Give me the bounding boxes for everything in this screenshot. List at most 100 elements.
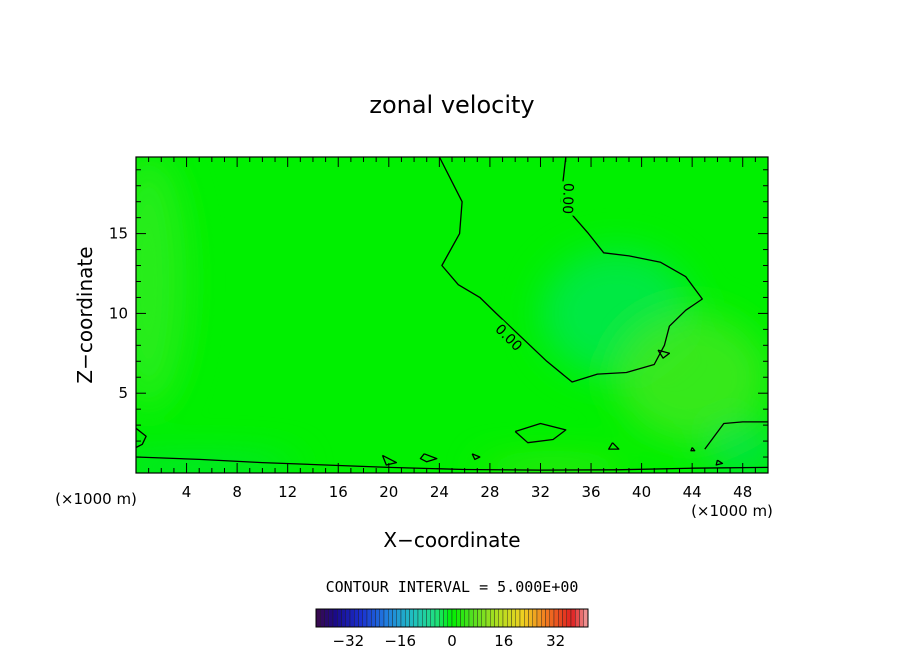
contour-line-8 bbox=[657, 349, 671, 359]
colorbar-cell-19 bbox=[396, 608, 402, 628]
colorbar-cell-16 bbox=[383, 608, 389, 628]
colorbar-cell-12 bbox=[366, 608, 372, 628]
x-tick-label-36: 36 bbox=[581, 483, 600, 501]
contour-line-11 bbox=[690, 447, 696, 452]
colorbar-cell-55 bbox=[549, 608, 555, 628]
x-tick-label-12: 12 bbox=[278, 483, 297, 501]
colorbar-cell-18 bbox=[392, 608, 397, 628]
colorbar-cell-42 bbox=[494, 608, 499, 628]
colorbar-cell-33 bbox=[456, 608, 461, 628]
colorbar bbox=[315, 608, 589, 628]
colorbar-cell-59 bbox=[566, 608, 572, 628]
x-tick-label-48: 48 bbox=[733, 483, 752, 501]
colorbar-cell-13 bbox=[371, 608, 376, 628]
field-blob-5 bbox=[704, 425, 768, 473]
colorbar-cell-34 bbox=[460, 608, 465, 628]
contour-line-4 bbox=[704, 421, 768, 450]
colorbar-tick-label-4: 32 bbox=[546, 632, 565, 650]
colorbar-cell-25 bbox=[422, 608, 427, 628]
colorbar-cell-35 bbox=[464, 608, 470, 628]
colorbar-cell-28 bbox=[434, 608, 440, 628]
colorbar-cell-47 bbox=[515, 608, 521, 628]
colorbar-cell-9 bbox=[354, 608, 359, 628]
x-tick-label-8: 8 bbox=[232, 483, 242, 501]
colorbar-cell-3 bbox=[328, 608, 334, 628]
colorbar-cell-52 bbox=[536, 608, 542, 628]
colorbar-cell-41 bbox=[490, 608, 495, 628]
x-tick-label-4: 4 bbox=[182, 483, 192, 501]
colorbar-tick-label-2: 0 bbox=[447, 632, 457, 650]
colorbar-cell-60 bbox=[570, 608, 576, 628]
colorbar-cell-31 bbox=[447, 608, 453, 628]
x-axis-ticks: 4 8 12 16 20 24 28 32 36 40 44 48 bbox=[148, 157, 756, 501]
colorbar-cell-1 bbox=[320, 608, 325, 628]
colorbar-cell-0 bbox=[315, 608, 321, 628]
y-tick-label-5: 5 bbox=[118, 384, 128, 402]
x-tick-label-24: 24 bbox=[430, 483, 449, 501]
colorbar-tick-label-3: 16 bbox=[494, 632, 513, 650]
colorbar-cell-39 bbox=[481, 608, 487, 628]
colorbar-cell-62 bbox=[579, 608, 584, 628]
colorbar-cell-10 bbox=[358, 608, 363, 628]
contour-label-1: 0.00 bbox=[559, 183, 576, 215]
contour-line-6 bbox=[419, 453, 438, 463]
y-axis-label: Z−coordinate bbox=[73, 246, 97, 383]
x-unit-right: (×1000 m) bbox=[691, 502, 773, 520]
colorbar-cell-11 bbox=[362, 608, 368, 628]
colorbar-cell-20 bbox=[400, 608, 406, 628]
contour-label-masks bbox=[491, 181, 577, 356]
contour-line-1 bbox=[136, 427, 147, 449]
colorbar-cell-43 bbox=[498, 608, 504, 628]
x-tick-label-28: 28 bbox=[480, 483, 499, 501]
contour-interval-text: CONTOUR INTERVAL = 5.000E+00 bbox=[326, 578, 579, 596]
colorbar-cell-21 bbox=[405, 608, 410, 628]
colorbar-cell-26 bbox=[426, 608, 431, 628]
contour-label-mask-1 bbox=[559, 181, 577, 216]
colorbar-cell-36 bbox=[468, 608, 474, 628]
colorbar-cell-6 bbox=[341, 608, 346, 628]
colorbar-cell-14 bbox=[375, 608, 380, 628]
colorbar-cell-2 bbox=[324, 608, 329, 628]
x-unit-left: (×1000 m) bbox=[55, 490, 137, 508]
colorbar-ticks: −32 −16 0 16 32 bbox=[333, 632, 566, 650]
colorbar-cell-15 bbox=[379, 608, 385, 628]
colorbar-cell-61 bbox=[575, 608, 580, 628]
colorbar-cell-29 bbox=[439, 608, 444, 628]
colorbar-cell-40 bbox=[485, 608, 491, 628]
y-tick-label-10: 10 bbox=[109, 304, 128, 322]
colorbar-cell-37 bbox=[473, 608, 478, 628]
x-tick-label-40: 40 bbox=[632, 483, 651, 501]
x-tick-label-20: 20 bbox=[379, 483, 398, 501]
colorbar-cell-4 bbox=[332, 608, 338, 628]
colorbar-cell-48 bbox=[519, 608, 525, 628]
colorbar-cell-54 bbox=[545, 608, 550, 628]
field-blob-2 bbox=[136, 157, 187, 410]
contour-line-5 bbox=[381, 454, 398, 466]
colorbar-cell-57 bbox=[558, 608, 563, 628]
colorbar-cell-30 bbox=[443, 608, 448, 628]
colorbar-cell-56 bbox=[553, 608, 559, 628]
colorbar-cell-46 bbox=[511, 608, 516, 628]
colorbar-cell-17 bbox=[388, 608, 393, 628]
colorbar-tick-label-0: −32 bbox=[333, 632, 365, 650]
colorbar-cell-53 bbox=[541, 608, 546, 628]
y-tick-label-15: 15 bbox=[109, 225, 128, 243]
field-blob-3 bbox=[136, 457, 301, 473]
colorbar-frame bbox=[315, 608, 589, 628]
field-blob-1 bbox=[616, 313, 768, 442]
colorbar-cell-38 bbox=[477, 608, 482, 628]
colorbar-cell-8 bbox=[349, 608, 355, 628]
x-axis-label: X−coordinate bbox=[383, 528, 520, 552]
colorbar-cell-5 bbox=[337, 608, 342, 628]
colorbar-cell-58 bbox=[562, 608, 567, 628]
contour-line-7 bbox=[471, 453, 481, 461]
colorbar-cell-27 bbox=[430, 608, 436, 628]
colorbar-cell-22 bbox=[409, 608, 414, 628]
plot-area: 0.000.00 bbox=[136, 157, 768, 473]
colorbar-cell-51 bbox=[532, 608, 538, 628]
contour-label-mask-0 bbox=[491, 319, 527, 356]
contour-line-3 bbox=[514, 422, 567, 444]
colorbar-cell-7 bbox=[345, 608, 351, 628]
colorbar-tick-label-1: −16 bbox=[384, 632, 416, 650]
